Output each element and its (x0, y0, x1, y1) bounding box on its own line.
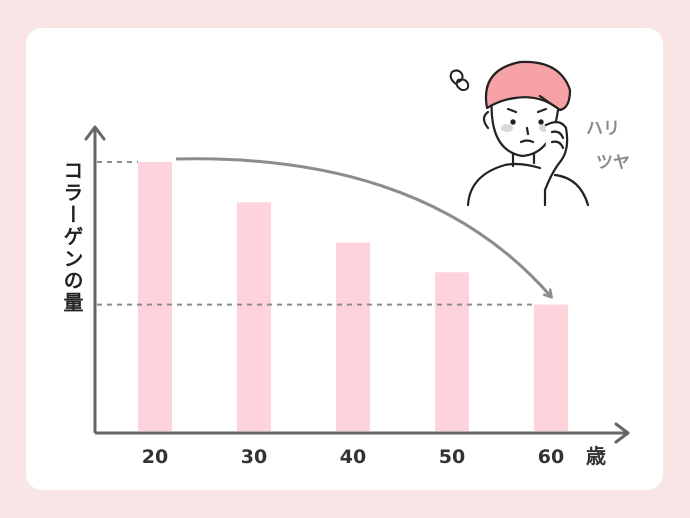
x-tick-60: 60 (538, 446, 564, 468)
x-tick-40: 40 (340, 446, 366, 468)
bar-30 (237, 202, 271, 431)
y-axis-label: コラーゲンの量 (60, 160, 84, 314)
worry-swirl-icon (449, 69, 470, 91)
x-tick-labels: 20 30 40 50 60 (142, 446, 564, 468)
y-axis (84, 125, 106, 433)
bar-40 (336, 242, 370, 431)
bars (138, 162, 568, 431)
x-tick-20: 20 (142, 446, 168, 468)
x-unit-label: 歳 (586, 444, 606, 468)
annotation-hari: ハリ (586, 119, 620, 139)
x-tick-50: 50 (439, 446, 465, 468)
decline-trend-arrow (175, 157, 551, 297)
bar-20 (138, 162, 172, 431)
x-axis (95, 422, 630, 444)
worried-woman-hand-on-cheek-icon (466, 60, 590, 207)
x-tick-30: 30 (241, 446, 267, 468)
bar-60 (534, 304, 568, 431)
annotation-tsuya: ツヤ (596, 153, 630, 173)
bar-50 (435, 272, 469, 431)
